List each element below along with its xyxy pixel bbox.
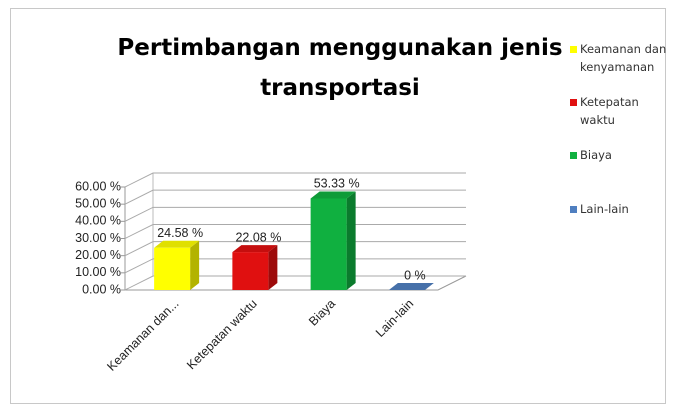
legend-label: Keamanan dan kenyamanan (580, 42, 667, 74)
y-tick-label: 40.00 % (75, 214, 121, 228)
grid-line (124, 172, 466, 188)
y-tick-label: 20.00 % (75, 248, 121, 262)
y-tick-label: 10.00 % (75, 265, 121, 279)
x-tick-label: Biaya (306, 297, 338, 329)
legend-label: Lain-lain (580, 202, 629, 216)
y-tick-label: 60.00 % (75, 179, 121, 193)
bar (154, 247, 191, 290)
legend-swatch (570, 99, 577, 106)
y-tick-label: 0.00 % (82, 282, 121, 296)
bar (232, 252, 269, 290)
bar-top (232, 245, 278, 253)
y-tick-label: 30.00 % (75, 231, 121, 245)
grid-line (124, 258, 466, 274)
value-label: 24.58 % (157, 226, 203, 240)
legend-label: Ketepatan waktu (580, 95, 639, 127)
grid-line (124, 224, 466, 239)
legend-swatch (570, 46, 577, 53)
x-tick-label: Ketepatan waktu (184, 297, 260, 373)
chart-title: Pertimbangan menggunakan jenis transport… (117, 35, 563, 101)
legend-swatch (570, 206, 577, 213)
grid-line (124, 275, 466, 291)
y-tick-label: 50.00 % (75, 196, 121, 210)
grid-line (124, 206, 466, 222)
bar (310, 198, 347, 290)
x-tick-label: Keamanan dan... (104, 297, 181, 374)
legend-item: Ketepatan waktu (570, 93, 676, 129)
bar-top (154, 240, 200, 248)
value-label: 53.33 % (314, 177, 360, 191)
legend-item: Lain-lain (570, 200, 676, 218)
bar-side (346, 191, 356, 290)
grid-line (124, 241, 466, 257)
legend-label: Biaya (580, 148, 612, 162)
x-tick-label: Lain-lain (373, 297, 416, 340)
legend-swatch (570, 152, 577, 159)
value-label: 22.08 % (235, 230, 281, 244)
grid-line (124, 189, 466, 205)
bar-top (310, 191, 356, 199)
legend-item: Biaya (570, 146, 676, 164)
bar-top (388, 283, 434, 290)
bar-side (190, 240, 200, 290)
bar-side (268, 245, 278, 290)
value-label: 0 % (404, 268, 426, 282)
chart-frame (10, 8, 666, 404)
legend-item: Keamanan dan kenyamanan (570, 40, 676, 76)
